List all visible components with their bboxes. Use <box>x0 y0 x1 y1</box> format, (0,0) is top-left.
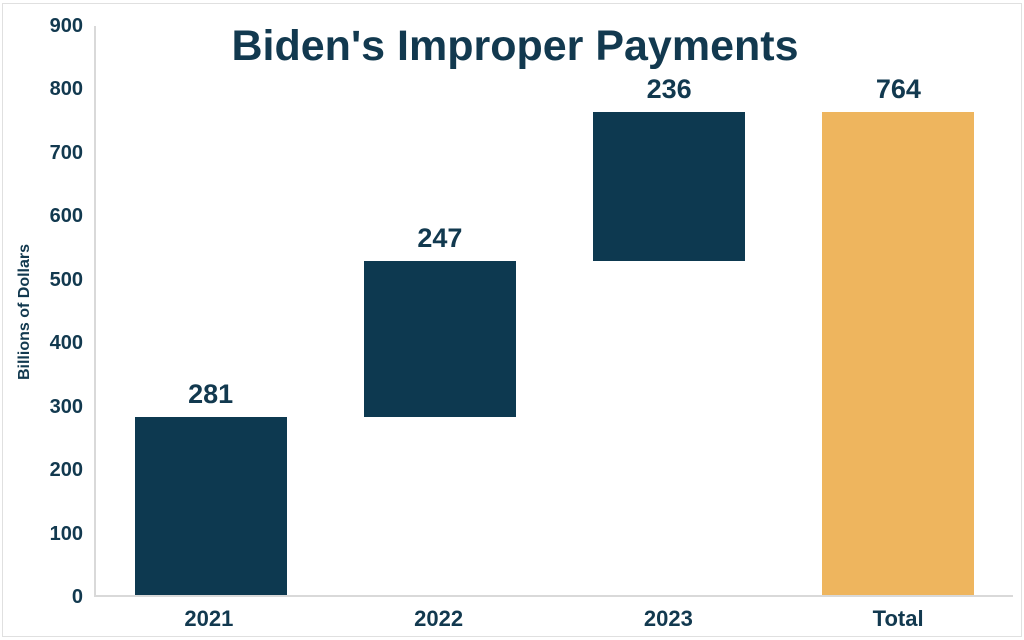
y-tick-label: 700 <box>49 141 83 164</box>
y-tick-label: 600 <box>49 205 83 228</box>
bar-value-label: 247 <box>417 223 463 254</box>
bar-value-label: 236 <box>646 73 692 104</box>
y-tick-label: 200 <box>49 459 83 482</box>
y-tick-label: 900 <box>49 15 83 37</box>
y-tick-label: 500 <box>49 268 83 291</box>
chart-frame: Biden's Improper Payments Billions of Do… <box>2 3 1022 637</box>
x-axis-label-2022: 2022 <box>414 606 464 631</box>
bar-2021 <box>134 417 287 595</box>
x-axis-label-2021: 2021 <box>184 606 234 631</box>
x-axis-labels: 2021 2022 2023 Total <box>94 608 1013 638</box>
plot-area: 281 247 236 764 <box>94 26 1013 597</box>
bar-value-label: 764 <box>875 73 921 104</box>
y-tick-label: 400 <box>49 332 83 355</box>
y-tick-label: 0 <box>71 586 83 608</box>
chart-title: Biden's Improper Payments <box>231 22 799 70</box>
y-tick-label: 300 <box>49 395 83 418</box>
y-tick-label: 800 <box>49 78 83 101</box>
x-axis-label-total: Total <box>872 606 924 631</box>
bar-total <box>822 111 975 595</box>
bar-value-label: 281 <box>188 379 234 410</box>
x-axis-label-2023: 2023 <box>643 606 693 631</box>
y-axis-tick-labels: 0 100 200 300 400 500 600 700 800 900 <box>3 16 83 607</box>
bar-2023 <box>593 111 746 262</box>
bar-2022 <box>363 261 516 418</box>
y-tick-label: 100 <box>49 522 83 545</box>
